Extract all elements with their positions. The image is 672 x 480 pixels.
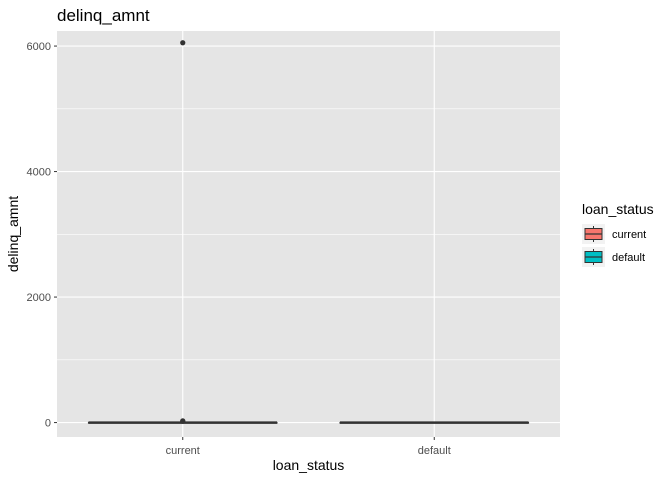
- outlier-point: [180, 40, 186, 46]
- axis-ticks: 0 2000 4000 6000 current default: [27, 41, 451, 457]
- y-tick-label: 2000: [27, 292, 51, 304]
- chart-title: delinq_amnt: [57, 6, 150, 25]
- boxes: [87, 40, 530, 424]
- legend-item-current: current: [582, 224, 646, 244]
- legend: loan_status current default: [582, 201, 654, 267]
- x-axis-title: loan_status: [273, 457, 345, 473]
- legend-title: loan_status: [582, 201, 654, 217]
- legend-label: default: [612, 252, 645, 264]
- y-axis-title: delinq_amnt: [5, 196, 21, 272]
- y-tick-label: 4000: [27, 167, 51, 179]
- x-tick-label: current: [166, 445, 200, 457]
- x-tick-label: default: [418, 445, 451, 457]
- y-tick-label: 0: [45, 418, 51, 430]
- box-current: [87, 40, 278, 424]
- box-default: [339, 421, 530, 424]
- legend-item-default: default: [582, 247, 645, 267]
- y-tick-label: 6000: [27, 41, 51, 53]
- plot-panel: [57, 31, 560, 437]
- outlier-point: [180, 418, 186, 424]
- legend-label: current: [612, 229, 646, 241]
